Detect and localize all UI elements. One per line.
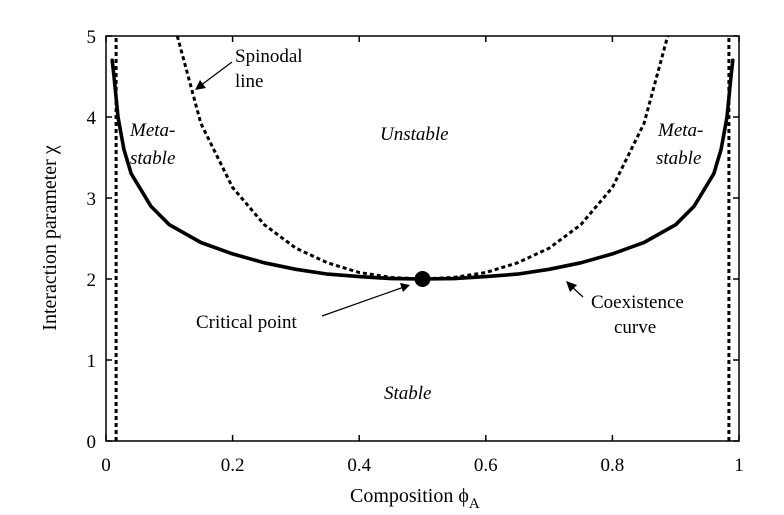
stable-region-label: Stable: [384, 383, 432, 404]
critical-point-label: Critical point: [196, 312, 298, 333]
spinodal-arrow: [195, 61, 233, 90]
coexistence-label-line1: Coexistence: [591, 292, 684, 313]
spinodal-label-line2: line: [235, 71, 264, 92]
spinodal-label-line1: Spinodal: [235, 46, 303, 67]
y-tick-label: 0: [87, 432, 97, 453]
curves: [110, 35, 735, 441]
unstable-region-label: Unstable: [380, 124, 449, 145]
x-axis-title: Composition ϕA: [350, 485, 480, 512]
x-axis-title-text: Composition ϕ: [350, 485, 469, 507]
x-tick-label: 0.4: [347, 455, 371, 476]
x-axis-ticks: 0 0.2 0.4 0.6 0.8 1: [101, 36, 744, 476]
y-tick-label: 4: [87, 108, 97, 129]
y-axis-title: Interaction parameter χ: [39, 145, 61, 331]
y-tick-label: 2: [87, 270, 97, 291]
spinodal-arrow-head: [195, 80, 206, 90]
annotation-arrows: [195, 61, 584, 317]
metastable-right-line1: Meta-: [657, 120, 703, 141]
y-tick-label: 1: [87, 351, 97, 372]
coexistence-label-line2: curve: [614, 317, 656, 338]
critical-point-arrow: [321, 283, 410, 317]
spinodal-label: Spinodal line: [235, 46, 303, 92]
plot-border: [105, 35, 740, 442]
metastable-left-label: Meta- stable: [129, 120, 175, 169]
x-tick-label: 0: [101, 455, 111, 476]
x-tick-label: 0.8: [601, 455, 625, 476]
y-tick-label: 5: [87, 27, 97, 48]
coexistence-curve: [110, 58, 735, 281]
x-axis-title-subscript: A: [469, 496, 480, 512]
metastable-right-label: Meta- stable: [656, 120, 703, 169]
y-axis-ticks: 0 1 2 3 4 5: [87, 27, 739, 453]
y-tick-label: 3: [87, 189, 97, 210]
x-tick-label: 0.6: [474, 455, 498, 476]
metastable-right-line2: stable: [656, 148, 701, 169]
x-tick-label: 0.2: [221, 455, 245, 476]
metastable-left-line2: stable: [130, 148, 175, 169]
critical-point-marker: [414, 271, 431, 287]
plot-frame: [105, 35, 740, 442]
coexistence-label: Coexistence curve: [591, 292, 684, 338]
critical-point-arrow-head: [400, 283, 410, 292]
critical-point-arrow-shaft: [321, 286, 405, 317]
metastable-left-line1: Meta-: [129, 120, 175, 141]
coexistence-arrow-head: [566, 281, 577, 292]
coexistence-arrow: [566, 281, 584, 298]
spinodal-arrow-shaft: [199, 61, 233, 87]
x-tick-label: 1: [734, 455, 744, 476]
